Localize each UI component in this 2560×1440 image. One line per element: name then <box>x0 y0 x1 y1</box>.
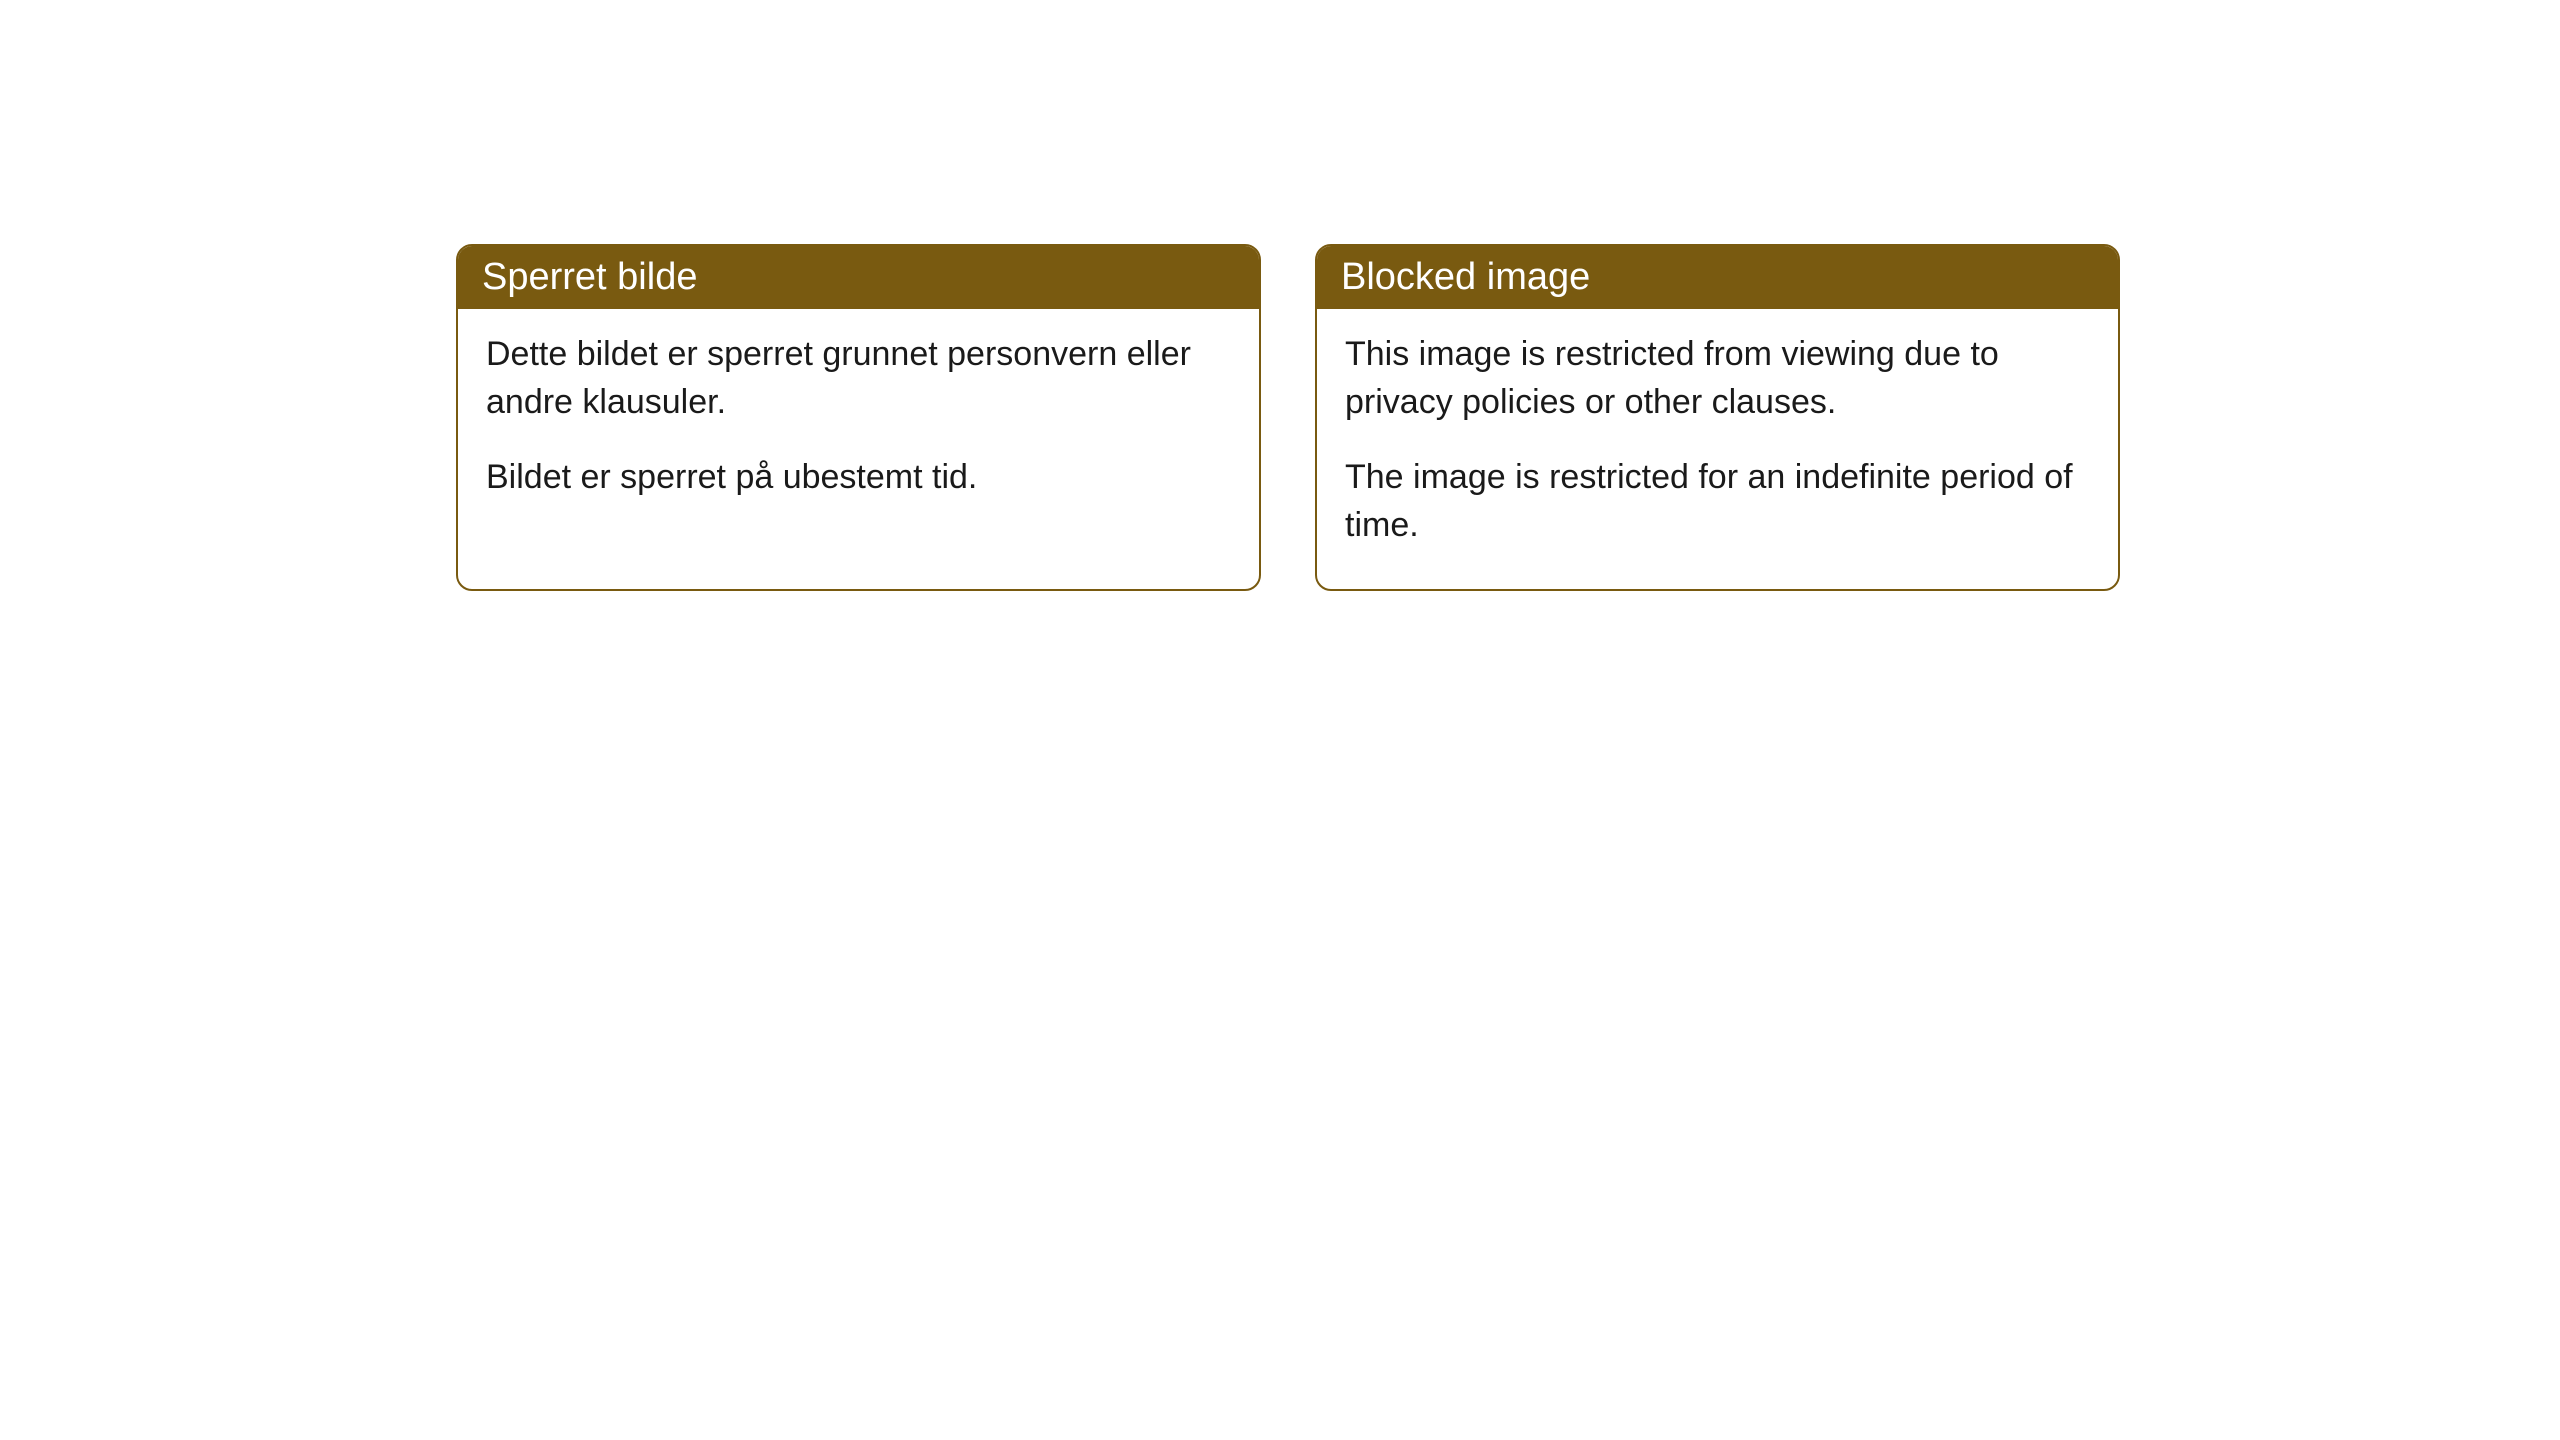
card-header: Blocked image <box>1317 246 2118 309</box>
card-paragraph-1: This image is restricted from viewing du… <box>1345 331 2090 426</box>
card-body: Dette bildet er sperret grunnet personve… <box>458 309 1259 542</box>
card-paragraph-2: Bildet er sperret på ubestemt tid. <box>486 454 1231 502</box>
card-paragraph-1: Dette bildet er sperret grunnet personve… <box>486 331 1231 426</box>
blocked-image-notices: Sperret bilde Dette bildet er sperret gr… <box>456 244 2120 591</box>
card-title: Blocked image <box>1341 256 1590 298</box>
blocked-image-card-no: Sperret bilde Dette bildet er sperret gr… <box>456 244 1261 591</box>
card-title: Sperret bilde <box>482 256 697 298</box>
card-body: This image is restricted from viewing du… <box>1317 309 2118 589</box>
card-header: Sperret bilde <box>458 246 1259 309</box>
blocked-image-card-en: Blocked image This image is restricted f… <box>1315 244 2120 591</box>
card-paragraph-2: The image is restricted for an indefinit… <box>1345 454 2090 549</box>
